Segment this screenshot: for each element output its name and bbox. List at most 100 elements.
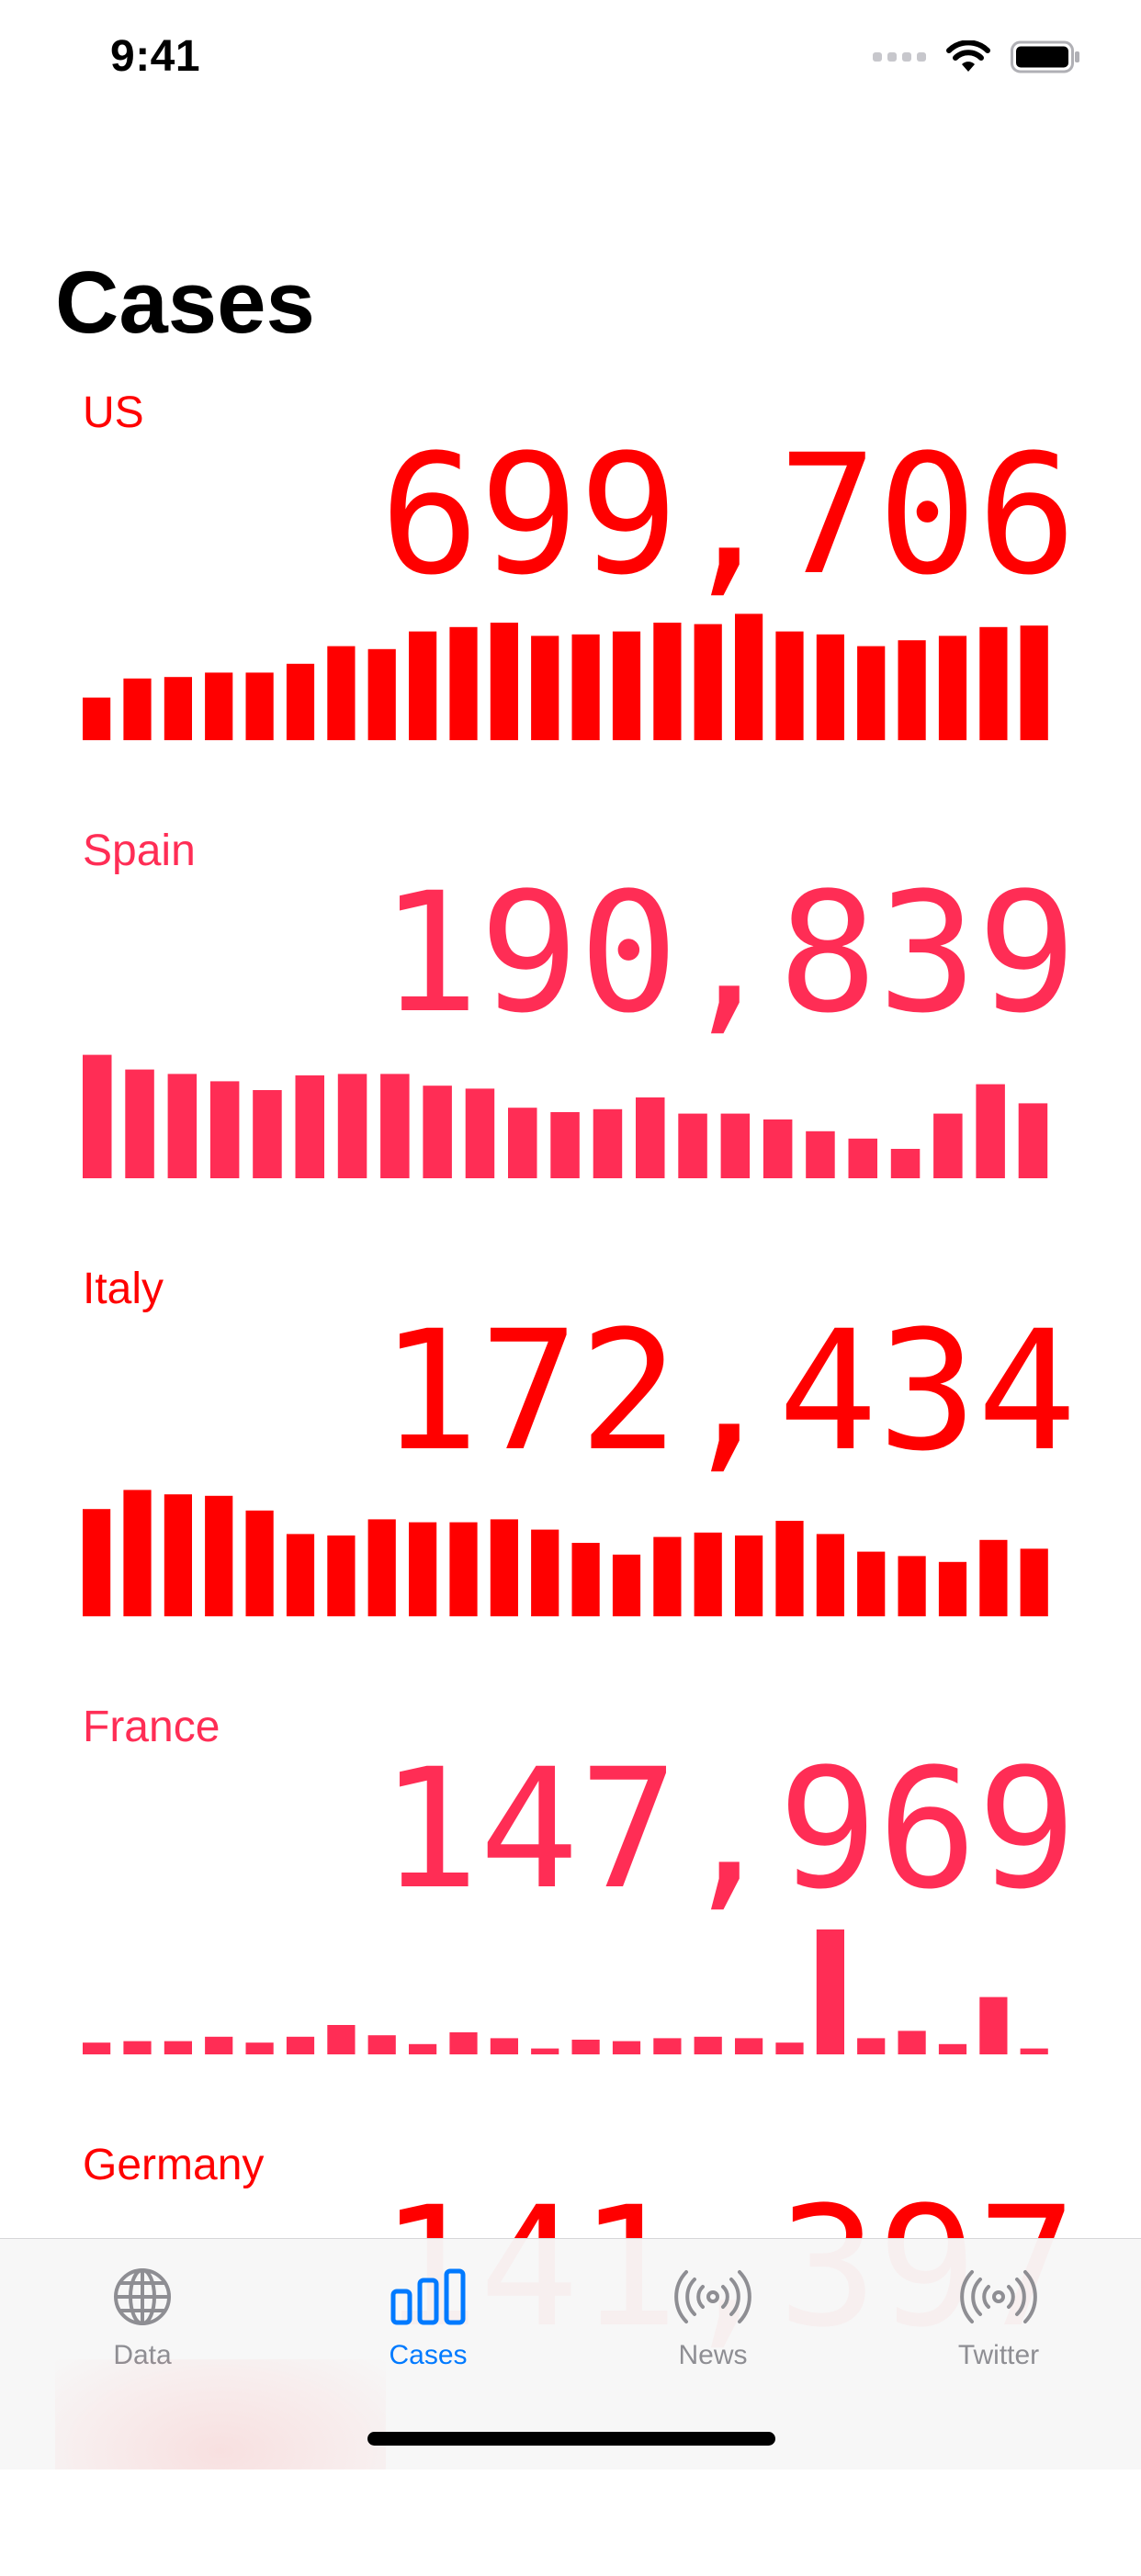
- daily-bar: [490, 2038, 518, 2054]
- bar-chart-svg: [83, 1929, 1048, 2054]
- daily-bar: [83, 1054, 112, 1178]
- daily-bar: [465, 1088, 495, 1178]
- daily-bar: [327, 2025, 356, 2054]
- daily-bar-chart: [83, 1031, 1061, 1178]
- daily-bar: [205, 1495, 233, 1616]
- broadcast-icon: [916, 2265, 1081, 2329]
- daily-bar-chart: [83, 593, 1061, 740]
- daily-bar: [938, 636, 967, 740]
- daily-bar: [409, 631, 437, 740]
- daily-bar: [449, 2032, 478, 2054]
- daily-bar: [327, 646, 356, 740]
- daily-bar: [83, 697, 111, 740]
- tab-label: Twitter: [957, 2340, 1040, 2370]
- daily-bar: [245, 1510, 274, 1616]
- daily-bar: [286, 2036, 315, 2054]
- daily-bar: [508, 1108, 537, 1178]
- daily-bar: [295, 1075, 324, 1178]
- daily-bar: [286, 1534, 315, 1616]
- status-time: 9:41: [110, 32, 201, 81]
- daily-bar: [1020, 1548, 1048, 1616]
- daily-bar: [979, 626, 1008, 740]
- country-name: Germany: [83, 2141, 265, 2189]
- daily-bar: [245, 672, 274, 740]
- daily-bar: [694, 1532, 722, 1616]
- daily-bar: [775, 1521, 804, 1616]
- daily-bar: [1020, 2048, 1048, 2054]
- daily-bar: [531, 636, 559, 740]
- tab-bar: Data Cases News: [0, 2238, 1141, 2469]
- daily-bar: [612, 631, 641, 740]
- status-bar: 9:41: [0, 0, 1141, 121]
- case-count: 172,434: [379, 1296, 1077, 1488]
- daily-bar: [571, 634, 600, 740]
- daily-bar: [125, 1069, 154, 1178]
- daily-bar: [1020, 625, 1048, 740]
- daily-bar: [653, 623, 682, 740]
- daily-bar: [694, 624, 722, 740]
- daily-bar: [123, 1490, 152, 1616]
- daily-bar: [636, 1097, 665, 1178]
- daily-bar: [205, 672, 233, 740]
- daily-bar: [367, 1519, 396, 1616]
- daily-bar: [164, 677, 192, 740]
- home-indicator[interactable]: [367, 2432, 775, 2446]
- wifi-icon: [946, 40, 990, 73]
- tab-label: Cases: [389, 2340, 468, 2370]
- daily-bar: [735, 613, 763, 740]
- list-item[interactable]: US 699,706: [0, 386, 1141, 824]
- daily-bar: [898, 640, 926, 740]
- daily-bar: [380, 1074, 410, 1178]
- daily-bar: [490, 1519, 518, 1616]
- daily-bar: [612, 2041, 641, 2054]
- list-item[interactable]: Spain 190,839: [0, 824, 1141, 1262]
- daily-bar: [857, 2038, 886, 2054]
- daily-bar: [490, 623, 518, 740]
- tab-cases[interactable]: Cases: [345, 2265, 511, 2371]
- daily-bar: [979, 1997, 1008, 2054]
- daily-bar: [612, 1554, 641, 1616]
- tab-twitter[interactable]: Twitter: [916, 2265, 1081, 2371]
- daily-bar: [531, 1529, 559, 1616]
- daily-bar: [123, 678, 152, 740]
- daily-bar: [898, 2030, 926, 2054]
- daily-bar: [123, 2041, 152, 2054]
- daily-bar: [593, 1108, 623, 1178]
- list-item[interactable]: France 147,969: [0, 1700, 1141, 2138]
- daily-bar: [449, 626, 478, 740]
- daily-bar: [1018, 1103, 1048, 1178]
- daily-bar: [164, 2041, 192, 2054]
- country-name: Italy: [83, 1265, 164, 1313]
- daily-bar: [816, 1929, 844, 2054]
- case-count: 699,706: [379, 420, 1077, 612]
- daily-bar: [775, 631, 804, 740]
- daily-bar: [245, 2042, 274, 2054]
- daily-bar: [720, 1113, 751, 1178]
- country-name: Spain: [83, 827, 196, 875]
- daily-bar: [694, 2036, 722, 2054]
- daily-bar: [286, 663, 315, 740]
- daily-bar: [409, 1522, 437, 1616]
- daily-bar: [938, 2043, 967, 2054]
- broadcast-icon: [630, 2265, 796, 2329]
- daily-bar: [653, 1536, 682, 1616]
- daily-bar: [337, 1074, 367, 1178]
- daily-bar: [571, 2040, 600, 2054]
- daily-bar: [763, 1119, 793, 1178]
- globe-icon: [60, 2265, 225, 2329]
- daily-bar: [83, 2042, 111, 2054]
- list-item[interactable]: Italy 172,434: [0, 1262, 1141, 1700]
- bar-chart-svg: [83, 1490, 1048, 1616]
- daily-bar: [367, 2035, 396, 2054]
- tab-label: News: [678, 2340, 748, 2370]
- daily-bar: [890, 1149, 921, 1178]
- chart-bars-icon: [345, 2265, 511, 2329]
- case-count: 190,839: [379, 858, 1077, 1050]
- tab-news[interactable]: News: [630, 2265, 796, 2371]
- daily-bar: [423, 1086, 452, 1178]
- daily-bar: [979, 1539, 1008, 1616]
- daily-bar: [550, 1112, 580, 1178]
- status-icons: [873, 40, 1080, 73]
- tab-data[interactable]: Data: [60, 2265, 225, 2371]
- daily-bar: [83, 1509, 111, 1616]
